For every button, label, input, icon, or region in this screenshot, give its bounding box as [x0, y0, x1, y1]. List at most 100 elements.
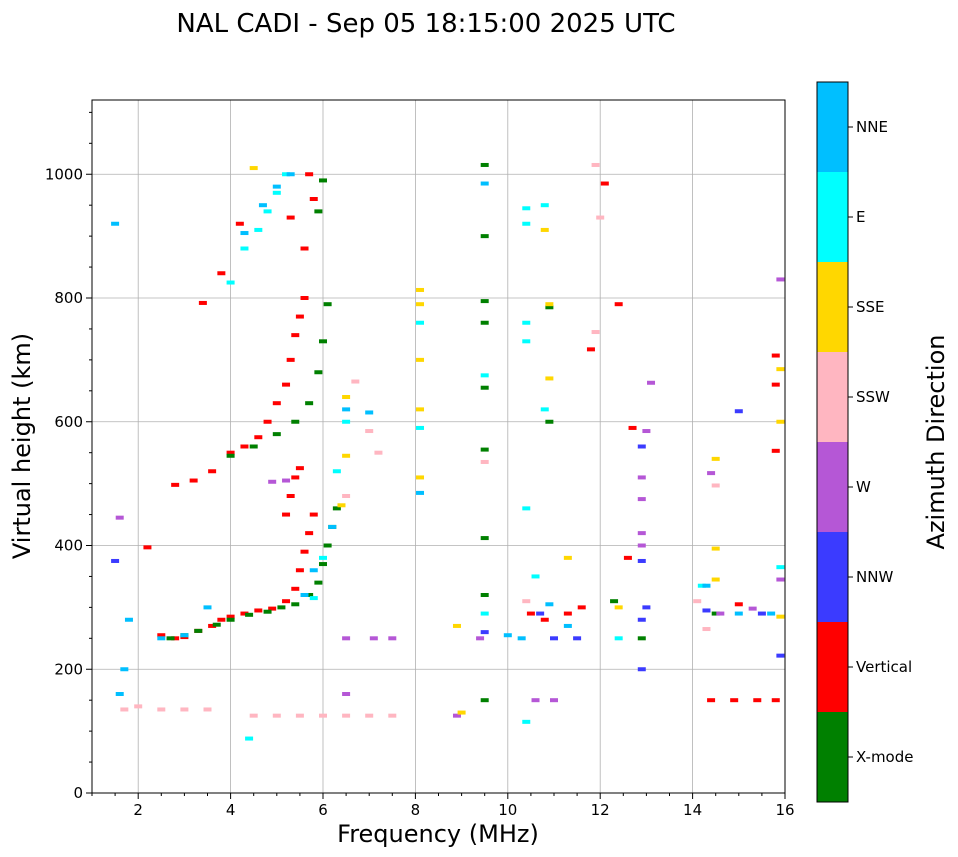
point-e: [480, 611, 489, 616]
point-vertical: [282, 599, 291, 604]
point-sse: [545, 302, 554, 307]
point-vertical: [226, 450, 235, 455]
point-vertical: [526, 611, 535, 616]
point-x-mode: [166, 636, 175, 641]
point-nne: [203, 605, 212, 610]
point-nne: [240, 231, 249, 236]
point-x-mode: [610, 599, 619, 604]
x-tick-label: 2: [133, 801, 143, 819]
point-vertical: [254, 608, 263, 613]
point-x-mode: [245, 612, 254, 617]
point-vertical: [753, 698, 762, 703]
y-tick-label: 600: [54, 413, 83, 431]
point-vertical: [240, 611, 249, 616]
point-nne: [180, 633, 189, 638]
point-w: [642, 429, 651, 434]
point-vertical: [143, 545, 152, 550]
point-vertical: [208, 623, 217, 628]
point-vertical: [282, 512, 291, 517]
point-nnw: [637, 558, 646, 563]
point-e: [272, 190, 281, 195]
point-w: [637, 543, 646, 548]
point-ssw: [365, 713, 374, 718]
point-e: [776, 565, 785, 570]
point-vertical: [707, 698, 716, 703]
point-x-mode: [332, 506, 341, 511]
colorbar-swatch: [817, 622, 848, 712]
point-x-mode: [480, 698, 489, 703]
point-ssw: [596, 215, 605, 220]
y-axis-label: Virtual height (km): [8, 333, 36, 559]
point-ssw: [295, 713, 304, 718]
point-e: [416, 425, 425, 430]
point-e: [522, 221, 531, 226]
point-sse: [416, 287, 425, 292]
point-vertical: [286, 494, 295, 498]
point-vertical: [586, 347, 595, 352]
point-nne: [563, 623, 572, 628]
point-sse: [540, 227, 549, 232]
point-nne: [124, 617, 133, 622]
point-w: [282, 478, 291, 483]
point-vertical: [263, 419, 272, 424]
point-ssw: [522, 599, 531, 604]
colorbar-swatch: [817, 82, 848, 172]
point-sse: [457, 710, 466, 715]
point-sse: [711, 546, 720, 551]
point-x-mode: [194, 628, 203, 633]
x-tick-label: 16: [775, 801, 794, 819]
point-vertical: [614, 302, 623, 307]
point-w: [476, 636, 485, 641]
y-tick-label: 400: [54, 537, 83, 555]
point-ssw: [591, 330, 600, 335]
point-vertical: [217, 617, 226, 622]
point-vertical: [734, 602, 743, 607]
point-x-mode: [319, 562, 327, 567]
point-nnw: [480, 630, 489, 635]
point-vertical: [291, 586, 300, 591]
point-vertical: [771, 382, 780, 387]
point-x-mode: [545, 305, 554, 310]
point-ssw: [365, 429, 374, 434]
point-x-mode: [323, 543, 332, 548]
point-x-mode: [314, 209, 323, 214]
point-w: [342, 692, 351, 696]
y-axis-ticks: 0 200 400 600 800 1000: [45, 111, 92, 802]
point-nne: [120, 667, 129, 672]
point-ssw: [319, 713, 327, 718]
point-e: [245, 736, 254, 741]
point-x-mode: [480, 299, 489, 304]
point-w: [268, 479, 277, 484]
point-nne: [416, 490, 425, 495]
point-w: [452, 713, 461, 718]
point-nnw: [702, 608, 711, 613]
x-tick-label: 12: [591, 801, 610, 819]
point-vertical: [171, 636, 180, 641]
colorbar-tick-label: Vertical: [856, 658, 912, 676]
point-e: [522, 339, 531, 344]
point-vertical: [217, 271, 226, 276]
point-nnw: [757, 611, 766, 616]
plot-background: [92, 100, 785, 793]
point-vertical: [305, 531, 314, 536]
point-x-mode: [480, 385, 489, 390]
point-w: [647, 380, 656, 385]
point-nne: [328, 524, 337, 529]
point-vertical: [171, 482, 180, 487]
point-e: [480, 373, 489, 378]
point-x-mode: [272, 432, 281, 437]
point-w: [342, 636, 351, 641]
point-sse: [342, 395, 351, 399]
point-nnw: [734, 409, 743, 414]
point-nne: [115, 692, 124, 696]
point-nnw: [637, 667, 646, 672]
grid-lines: [92, 100, 786, 794]
point-vertical: [309, 512, 318, 517]
point-vertical: [309, 197, 318, 201]
point-vertical: [157, 633, 166, 638]
point-sse: [563, 555, 572, 560]
point-w: [776, 577, 785, 582]
point-e: [254, 227, 263, 232]
point-x-mode: [277, 605, 286, 610]
